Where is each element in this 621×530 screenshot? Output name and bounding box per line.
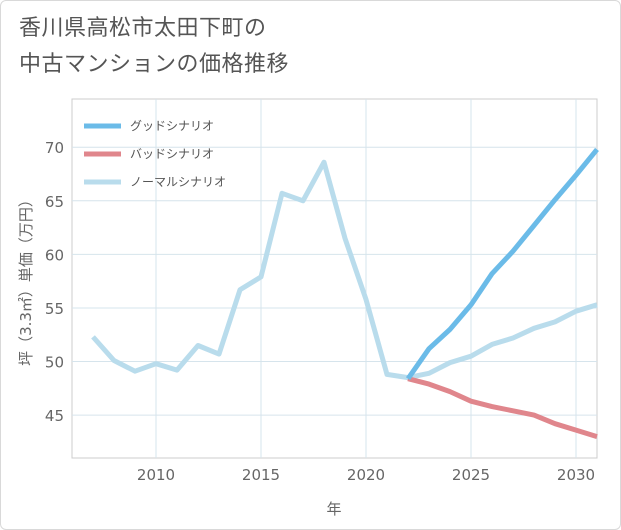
y-tick-labels: 45 50 55 60 65 70 [45, 139, 64, 425]
plot-area [71, 98, 598, 459]
y-tick-label: 60 [45, 246, 64, 264]
y-tick-label: 55 [45, 300, 64, 318]
legend-good-scenario-label: グッドシナリオ [130, 119, 214, 133]
legend-bad-scenario-label: バッドシナリオ [130, 147, 214, 161]
legend-normal-scenario-label: ノーマルシナリオ [130, 175, 226, 189]
normal-scenario-line [91, 159, 598, 381]
y-tick-label: 45 [45, 407, 64, 425]
x-tick-label: 2025 [452, 466, 490, 484]
x-tick-label: 2020 [347, 466, 385, 484]
chart-title-line-1: 香川県高松市太田下町の [19, 16, 267, 41]
grid-lines [72, 99, 597, 458]
bad-scenario-line [407, 376, 598, 439]
y-tick-label: 50 [45, 354, 64, 372]
chart-title: 香川県高松市太田下町の 中古マンションの価格推移 [19, 11, 289, 83]
x-axis-label: 年 [326, 500, 341, 518]
x-tick-labels: 2010 2015 2020 2025 2030 [137, 466, 595, 484]
chart-title-line-2: 中古マンションの価格推移 [19, 52, 290, 77]
y-axis-label: 坪（3.3㎡）単価（万円） [17, 192, 35, 366]
x-tick-label: 2010 [137, 466, 175, 484]
y-tick-label: 65 [45, 193, 64, 211]
x-tick-label: 2030 [557, 466, 595, 484]
x-tick-label: 2015 [242, 466, 280, 484]
good-scenario-line [405, 147, 599, 381]
y-tick-label: 70 [45, 139, 64, 157]
series-lines [91, 147, 599, 439]
